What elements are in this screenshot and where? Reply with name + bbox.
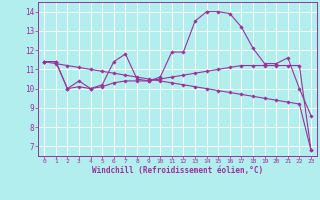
- X-axis label: Windchill (Refroidissement éolien,°C): Windchill (Refroidissement éolien,°C): [92, 166, 263, 175]
